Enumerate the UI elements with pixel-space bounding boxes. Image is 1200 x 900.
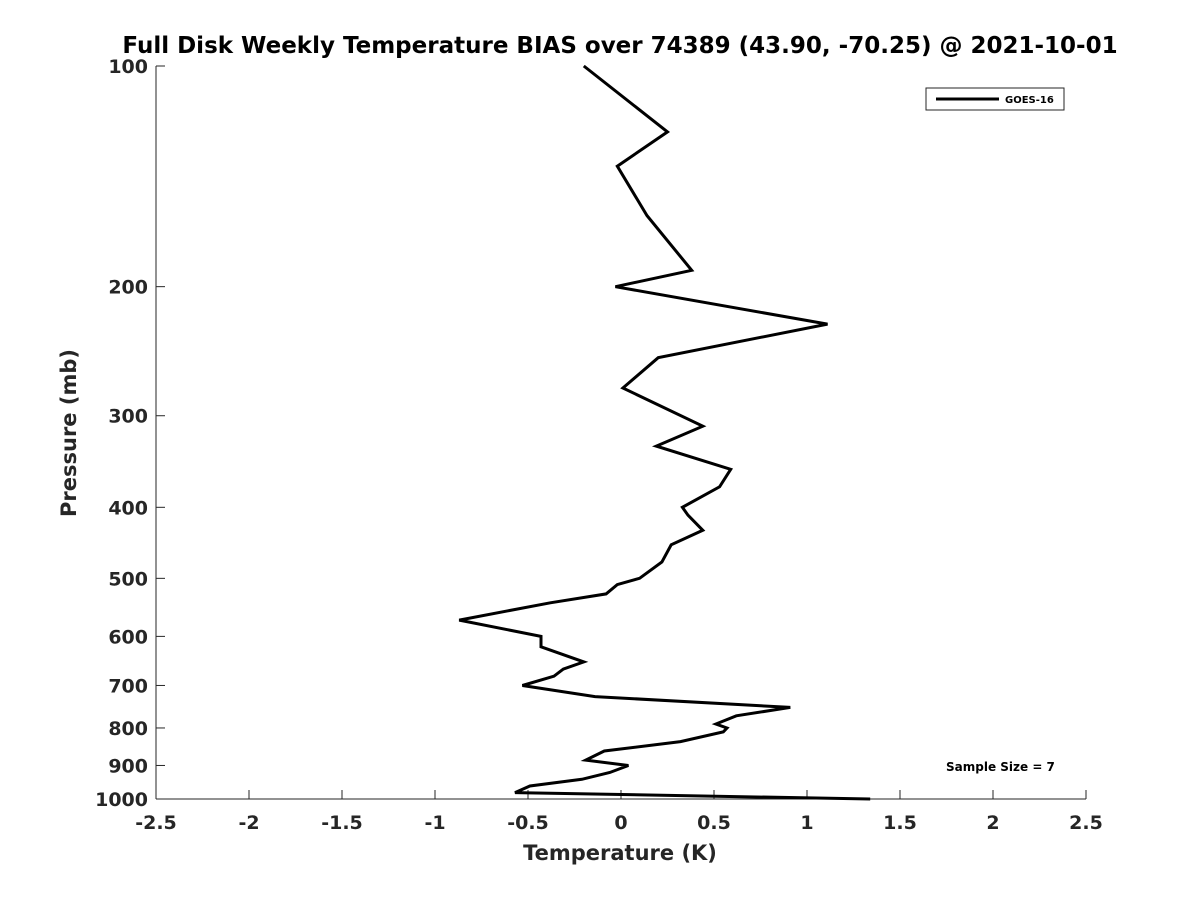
y-ticks: 100 200 300 400 500 600 700 800 900 1000 bbox=[95, 56, 165, 811]
y-tick-label: 800 bbox=[108, 718, 148, 740]
y-tick-label: 500 bbox=[108, 568, 148, 590]
y-tick-label: 600 bbox=[108, 626, 148, 648]
series-line-goes-16 bbox=[458, 64, 871, 801]
y-tick-label: 400 bbox=[108, 497, 148, 519]
x-tick-label: 0.5 bbox=[697, 812, 731, 834]
x-axis-label: Temperature (K) bbox=[523, 841, 717, 865]
x-tick-label: 2 bbox=[986, 812, 999, 834]
x-ticks: -2.5 -2 -1.5 -1 -0.5 0 0.5 1 1.5 2 2.5 bbox=[135, 790, 1103, 834]
x-tick-label: -1 bbox=[424, 812, 445, 834]
y-axis-label: Pressure (mb) bbox=[57, 349, 81, 517]
sample-size-annotation: Sample Size = 7 bbox=[946, 760, 1055, 774]
x-tick-label: -2 bbox=[238, 812, 259, 834]
x-tick-label: -1.5 bbox=[321, 812, 363, 834]
y-tick-label: 300 bbox=[108, 406, 148, 428]
x-tick-label: 1.5 bbox=[883, 812, 917, 834]
x-tick-label: -2.5 bbox=[135, 812, 177, 834]
series-layer bbox=[458, 64, 871, 801]
y-tick-label: 900 bbox=[108, 755, 148, 777]
y-tick-label: 1000 bbox=[95, 789, 148, 811]
x-tick-label: -0.5 bbox=[507, 812, 549, 834]
x-tick-label: 0 bbox=[614, 812, 627, 834]
y-tick-label: 100 bbox=[108, 56, 148, 78]
plot-background bbox=[156, 66, 1086, 799]
chart-title: Full Disk Weekly Temperature BIAS over 7… bbox=[122, 33, 1117, 59]
legend: GOES-16 bbox=[925, 87, 1065, 111]
y-tick-label: 200 bbox=[108, 277, 148, 299]
y-tick-label: 700 bbox=[108, 675, 148, 697]
x-tick-label: 2.5 bbox=[1069, 812, 1103, 834]
legend-entry-goes-16: GOES-16 bbox=[1005, 95, 1054, 106]
x-tick-label: 1 bbox=[800, 812, 813, 834]
